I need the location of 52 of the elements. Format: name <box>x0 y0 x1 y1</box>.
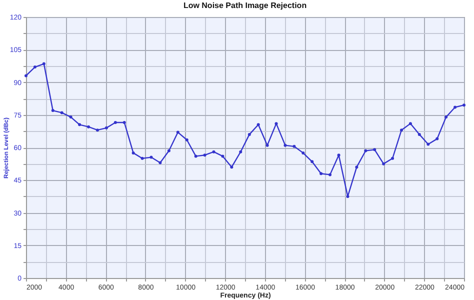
point <box>78 123 82 126</box>
point <box>284 144 287 147</box>
point <box>400 128 403 132</box>
point <box>230 166 234 169</box>
point <box>114 120 117 124</box>
point <box>132 151 135 154</box>
point <box>221 154 224 158</box>
point <box>382 162 386 166</box>
point <box>426 142 430 146</box>
point <box>60 111 64 114</box>
point <box>302 151 305 154</box>
point <box>274 122 278 126</box>
point <box>320 172 323 176</box>
point <box>239 150 242 154</box>
point <box>203 154 206 157</box>
point <box>69 116 72 119</box>
point <box>337 154 340 157</box>
point <box>167 149 170 152</box>
point <box>87 125 90 128</box>
point <box>436 137 439 140</box>
point <box>364 149 368 152</box>
point <box>266 144 269 147</box>
point <box>328 173 332 176</box>
point <box>248 132 251 136</box>
point <box>346 194 350 198</box>
point <box>444 116 448 119</box>
point <box>176 130 180 134</box>
point <box>418 132 421 136</box>
point <box>194 154 198 158</box>
point <box>292 144 296 148</box>
point <box>256 123 260 126</box>
point <box>140 156 144 160</box>
point <box>24 74 28 78</box>
point <box>391 156 394 160</box>
point <box>104 126 108 130</box>
point <box>96 128 99 132</box>
point <box>42 62 46 66</box>
point <box>355 166 358 169</box>
point <box>408 122 412 126</box>
point <box>310 160 314 164</box>
point <box>212 150 216 154</box>
point <box>454 106 457 109</box>
point <box>373 148 376 152</box>
point <box>462 104 466 107</box>
point <box>158 161 162 164</box>
chart-title: Low Noise Path Image Rejection <box>183 1 307 10</box>
point <box>150 156 153 159</box>
point <box>185 138 188 142</box>
point <box>122 120 126 124</box>
point <box>51 109 54 112</box>
line-series <box>24 62 466 198</box>
point <box>33 66 36 69</box>
